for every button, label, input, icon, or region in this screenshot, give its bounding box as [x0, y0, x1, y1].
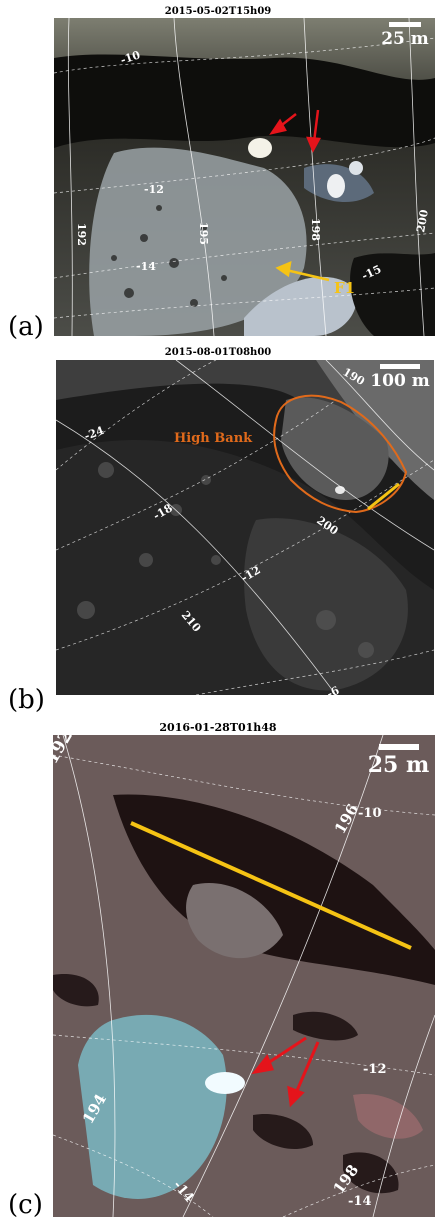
- contour-label: -14: [136, 260, 156, 273]
- contour-label: -6: [325, 684, 342, 695]
- panel-c-image: 192 196 -10 -12 194 198 -14 -14: [53, 735, 435, 1217]
- panel-b-label: (b): [8, 685, 45, 715]
- panel-b-image: 190 -24 -18 200 -12 210 -6 High Bank: [56, 360, 434, 695]
- panel-b-scalebar: 100 m: [366, 364, 434, 391]
- scale-bar-line: [380, 364, 420, 369]
- contour-label: 192: [75, 223, 88, 246]
- contour-label: 200: [414, 208, 431, 233]
- panel-c-scale-label: 25 m: [367, 752, 430, 778]
- panel-c-label: (c): [8, 1190, 43, 1220]
- contour-label: -10: [119, 48, 142, 67]
- contour-label: 198: [309, 218, 322, 241]
- contour-label: -12: [363, 1062, 387, 1077]
- contour-label: 195: [197, 222, 210, 245]
- contour-label: -14: [348, 1194, 372, 1209]
- panel-a-scalebar: 25 m: [375, 22, 435, 49]
- panel-c-timestamp: 2016-01-28T01h48: [159, 721, 277, 734]
- contour-label: -10: [358, 806, 382, 821]
- panel-a-scale-label: 25 m: [381, 29, 429, 49]
- scale-bar-line: [389, 22, 421, 27]
- scale-bar-line: [378, 744, 419, 750]
- panel-b-scale-label: 100 m: [370, 371, 430, 391]
- panel-c-scalebar: 25 m: [362, 744, 435, 778]
- panel-a-image: -10 -12 -14 -15 192 195 198 200 F1: [54, 18, 435, 336]
- panel-a-label: (a): [8, 312, 44, 342]
- contour-label: -12: [144, 183, 164, 196]
- panel-b-timestamp: 2015-08-01T08h00: [164, 347, 272, 358]
- feature-label-f1: F1: [334, 279, 355, 297]
- contour-label: -24: [83, 424, 106, 443]
- panel-a-timestamp: 2015-05-02T15h09: [164, 6, 272, 17]
- high-bank-label: High Bank: [174, 431, 253, 446]
